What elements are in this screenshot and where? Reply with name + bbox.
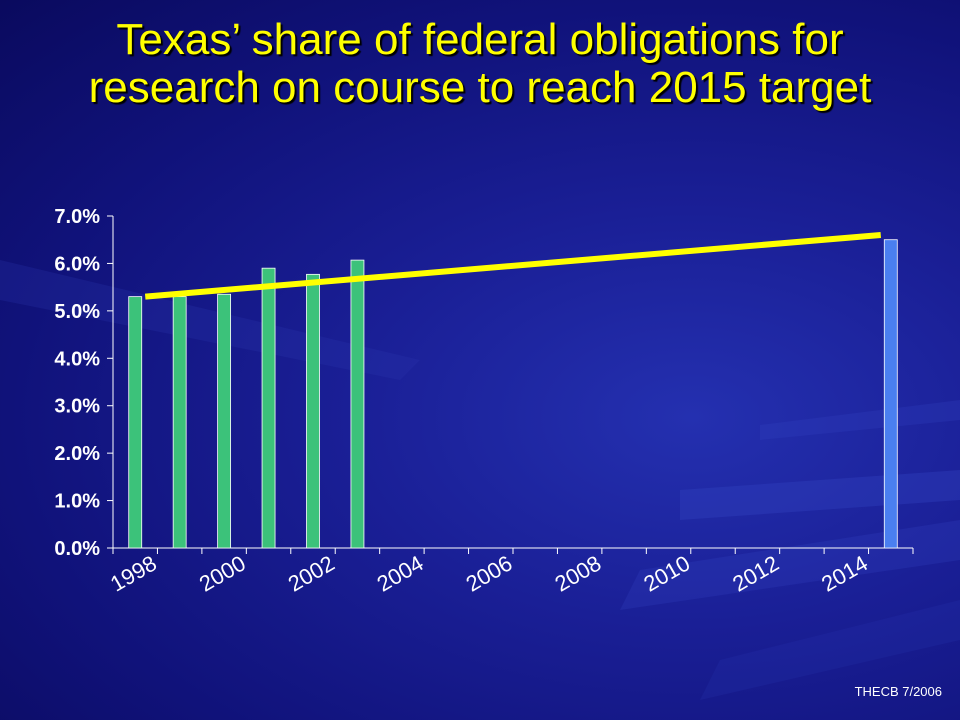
x-tick-label: 2010 xyxy=(639,550,694,596)
y-tick-label: 6.0% xyxy=(54,253,100,275)
x-tick-label: 2012 xyxy=(728,550,783,596)
y-tick-label: 4.0% xyxy=(54,348,100,370)
x-tick-label: 2008 xyxy=(550,550,605,596)
bar-target xyxy=(883,239,898,549)
chart-title: Texas’ share of federal obligations for … xyxy=(88,15,872,112)
bar-actual xyxy=(261,267,276,549)
x-tick-label: 2006 xyxy=(462,550,517,596)
y-tick-label: 5.0% xyxy=(54,301,100,323)
bar-actual xyxy=(217,293,232,549)
x-tick-label: 2014 xyxy=(817,550,872,596)
trend-line xyxy=(144,231,882,300)
y-tick-label: 3.0% xyxy=(54,396,100,418)
bar-actual xyxy=(172,296,187,549)
y-axis: 0.0% 1.0% 2.0% 3.0% 4.0% 5.0% 6.0% 7.0% xyxy=(54,206,114,560)
x-tick-label: 2004 xyxy=(373,550,428,596)
x-tick-label: 2002 xyxy=(284,550,339,596)
x-axis: 1998 2000 2002 2004 2006 2008 2010 2012 2014 xyxy=(106,547,914,597)
x-tick-label: 1998 xyxy=(106,550,161,596)
y-tick-label: 2.0% xyxy=(54,443,100,465)
y-tick-label: 7.0% xyxy=(54,206,100,228)
trend-line-group xyxy=(144,231,882,300)
bar-actual xyxy=(306,273,320,549)
bar-actual xyxy=(128,296,143,549)
y-tick-label: 1.0% xyxy=(54,491,100,513)
bars xyxy=(128,239,898,549)
x-tick-label: 2000 xyxy=(195,550,250,596)
y-tick-label: 0.0% xyxy=(54,538,100,560)
footer-credit: THECB 7/2006 xyxy=(854,684,942,699)
bar-actual xyxy=(350,259,365,549)
